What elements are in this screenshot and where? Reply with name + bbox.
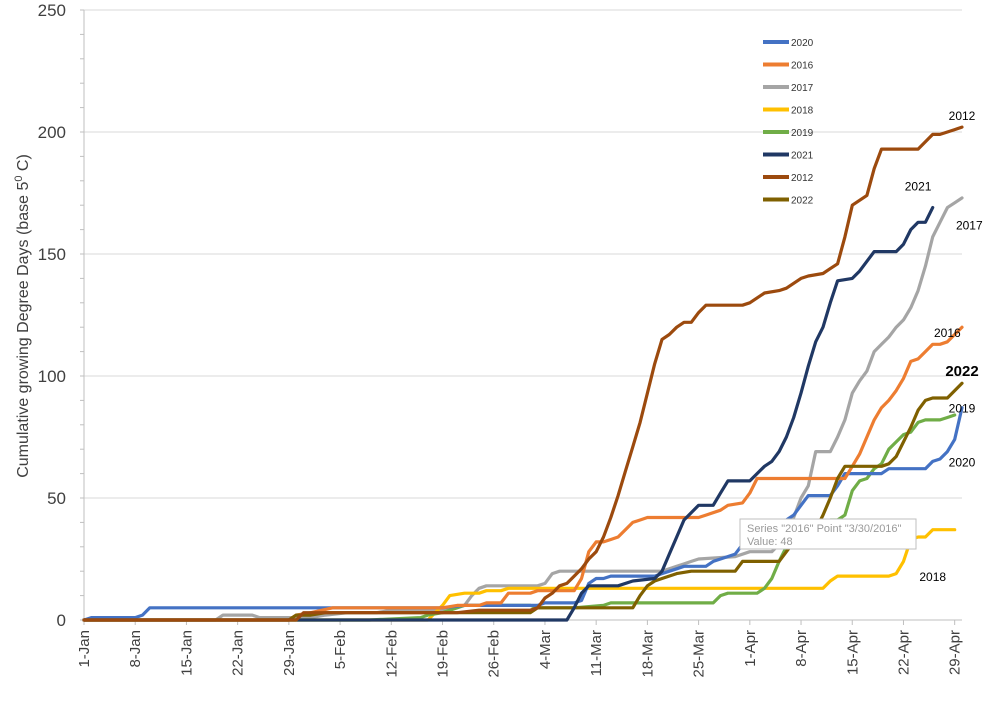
y-axis-label: Cumulative growing Degree Days (base 50 … [13,154,32,478]
x-tick-12-Feb: 12-Feb [383,630,400,678]
legend-label-2018: 2018 [791,106,814,117]
x-tick-19-Feb: 19-Feb [435,630,452,678]
x-tick-8-Apr: 8-Apr [793,630,810,667]
x-tick-18-Mar: 18-Mar [639,630,656,678]
legend-label-2017: 2017 [791,83,814,94]
end-label-2016: 2016 [934,326,961,340]
legend-label-2021: 2021 [791,151,814,162]
x-tick-15-Jan: 15-Jan [178,630,195,676]
x-tick-1-Jan: 1-Jan [76,630,93,668]
series-line-2012[interactable] [82,125,964,622]
legend-item-2012[interactable]: 2012 [763,173,814,184]
legend-item-2021[interactable]: 2021 [763,151,814,162]
tooltip-line-1: Series "2016" Point "3/30/2016" [747,523,902,535]
x-tick-26-Feb: 26-Feb [486,630,503,678]
series-line-2021[interactable] [82,206,935,622]
legend-label-2020: 2020 [791,38,814,49]
legend-label-2016: 2016 [791,61,814,72]
end-label-2019: 2019 [949,402,976,416]
x-tick-15-Apr: 15-Apr [844,630,861,675]
tooltip-box [739,518,917,550]
x-tick-1-Apr: 1-Apr [742,630,759,667]
series-line-2016[interactable] [82,325,964,622]
end-label-2022: 2022 [945,363,978,380]
x-tick-labels: 1-Jan 8-Jan 15-Jan 22-Jan 29-Jan 5-Feb 12-Feb 1… [76,630,964,678]
x-tick-11-Mar: 11-Mar [588,630,605,676]
y-tick-50: 50 [47,489,66,508]
x-tick-8-Jan: 8-Jan [127,630,144,668]
legend-label-2022: 2022 [791,196,814,207]
series-line-2017[interactable] [82,196,964,622]
x-tick-22-Apr: 22-Apr [895,630,912,675]
legend-item-2016[interactable]: 2016 [763,61,814,72]
x-tick-29-Apr: 29-Apr [947,630,964,675]
end-label-2018: 2018 [919,570,946,584]
end-label-2012: 2012 [949,109,976,123]
end-label-2021: 2021 [905,180,932,194]
tooltip-line-2: Value: 48 [747,536,793,548]
y-tick-150: 150 [38,245,66,264]
legend-label-2019: 2019 [791,128,814,139]
legend-item-2020[interactable]: 2020 [763,38,814,49]
gridlines [84,9,962,499]
y-tick-0: 0 [57,611,66,630]
x-tick-22-Jan: 22-Jan [230,630,247,676]
end-label-2020: 2020 [949,455,976,469]
y-tick-100: 100 [38,367,66,386]
x-tick-25-Mar: 25-Mar [691,630,708,678]
x-tick-4-Mar: 4-Mar [537,630,554,669]
y-tick-labels: 0 50 100 150 200 250 [38,1,66,630]
end-labels: 2012 2021 2017 2016 2022 2019 2020 2018 [905,109,983,584]
legend-item-2017[interactable]: 2017 [763,83,814,94]
legend-item-2022[interactable]: 2022 [763,196,814,207]
y-tick-200: 200 [38,123,66,142]
y-tick-250: 250 [38,1,66,20]
x-tick-29-Jan: 29-Jan [281,630,298,676]
end-label-2017: 2017 [956,219,983,233]
legend-item-2019[interactable]: 2019 [763,128,814,139]
x-tick-5-Feb: 5-Feb [332,630,349,669]
legend-label-2012: 2012 [791,173,814,184]
data-point-tooltip: Series "2016" Point "3/30/2016" Value: 4… [739,518,917,550]
legend[interactable]: 2020 2016 2017 2018 2019 2021 2012 2022 [763,38,814,207]
legend-item-2018[interactable]: 2018 [763,106,814,117]
